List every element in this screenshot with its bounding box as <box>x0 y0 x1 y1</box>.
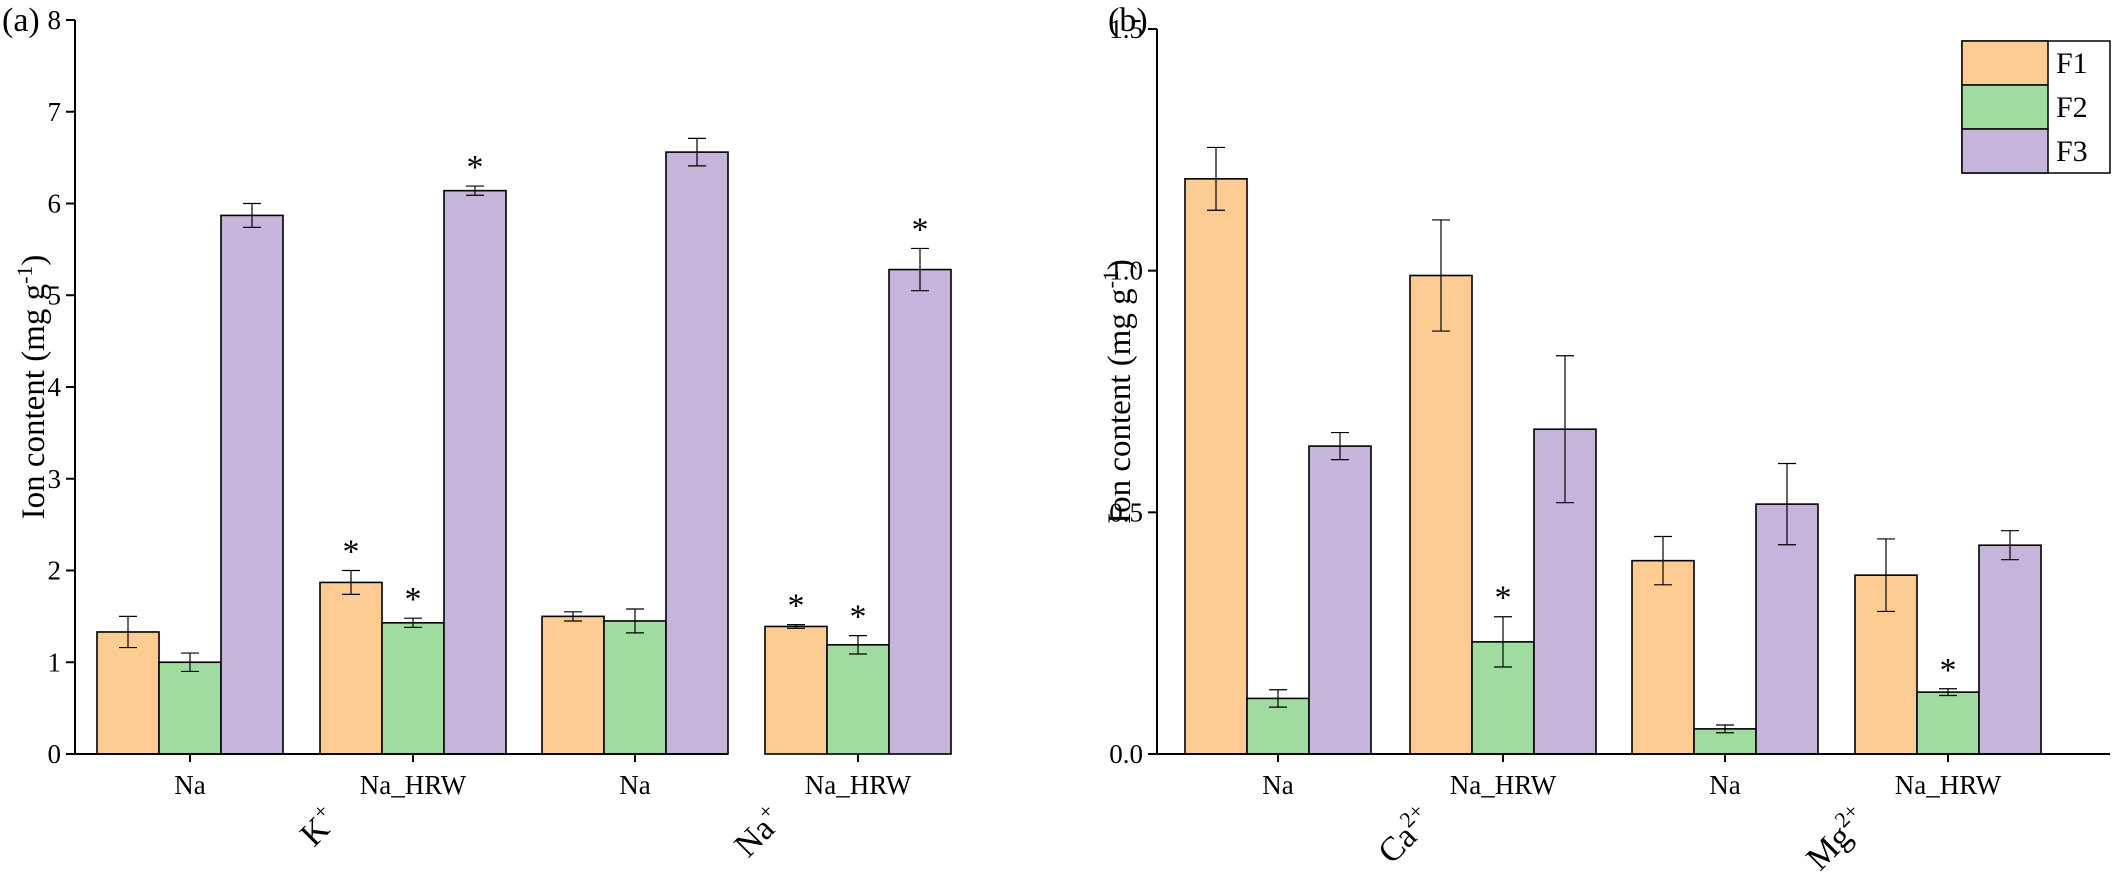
error-bar-f3-4 <box>911 247 929 292</box>
y-tick-label: 1.0 <box>1109 256 1143 286</box>
error-bar-f3-2 <box>1556 355 1574 504</box>
y-tick-label: 4 <box>48 372 62 402</box>
legend-label: F1 <box>2056 47 2088 80</box>
bar-f2-3 <box>603 620 667 755</box>
significance-star: * <box>850 599 867 636</box>
error-bar-f3-4 <box>2001 530 2019 561</box>
panel-label: (a) <box>2 2 40 39</box>
x-tick-label: Na <box>1709 770 1740 800</box>
bar-f2-4 <box>826 644 890 755</box>
error-bar-f1-3 <box>1654 535 1672 586</box>
error-bar-f3-3 <box>688 137 706 167</box>
x-tick-label: Na <box>619 770 650 800</box>
legend-swatch-f2 <box>1961 84 2049 130</box>
legend-swatch-f1 <box>1961 40 2049 86</box>
bar-f2-1 <box>158 661 222 755</box>
error-bar-f2-2 <box>404 617 422 628</box>
error-bar-f2-3 <box>626 608 644 634</box>
y-tick-label: 1 <box>48 647 62 677</box>
y-tick-label: 8 <box>48 5 62 35</box>
chart-panel-a: (a) * * * * * * 0 1 2 3 4 5 6 7 8 Na Na_HRW Na Na_HRW Ion co… <box>2 2 952 865</box>
group-label: K+ <box>290 798 346 854</box>
bar-f3-1 <box>1308 445 1372 755</box>
bar-f3-2 <box>443 189 507 755</box>
x-tick-label: Na_HRW <box>1450 770 1557 800</box>
bar-f3-4 <box>1978 544 2042 755</box>
y-tick-label: 0.0 <box>1109 739 1143 769</box>
error-bar-f3-2 <box>466 185 484 196</box>
y-tick-label: 6 <box>48 189 62 219</box>
significance-star: * <box>1940 652 1957 689</box>
significance-star: * <box>788 588 805 625</box>
error-bar-f3-1 <box>1331 431 1349 461</box>
bar-f1-1 <box>96 631 160 755</box>
x-tick-label: Na_HRW <box>360 770 467 800</box>
significance-star: * <box>405 581 422 618</box>
bar-f1-4 <box>764 625 828 755</box>
bar-f1-2 <box>1409 274 1473 755</box>
error-bar-f1-3 <box>564 611 582 622</box>
error-bar-f1-4 <box>1877 538 1895 613</box>
error-bar-f2-1 <box>1269 689 1287 708</box>
group-label: Na+ <box>724 798 791 865</box>
x-tick-label: Na <box>174 770 205 800</box>
error-bar-f1-2 <box>342 569 360 595</box>
legend-label: F3 <box>2056 135 2088 168</box>
y-tick-label: 7 <box>48 97 62 127</box>
error-bar-f1-1 <box>1207 146 1225 211</box>
error-bar-f3-1 <box>243 202 261 228</box>
significance-star: * <box>912 211 929 248</box>
error-bar-f2-3 <box>1716 724 1734 734</box>
y-tick-label: 2 <box>48 556 62 586</box>
y-tick-label: 3 <box>48 464 62 494</box>
bar-f2-4 <box>1916 691 1980 755</box>
bar-f1-1 <box>1184 178 1248 755</box>
bar-f3-3 <box>1755 503 1819 755</box>
y-axis-label: Ion content (mg g-1) <box>1098 259 1138 524</box>
error-bar-f1-4 <box>787 624 805 629</box>
legend-swatch-f3 <box>1961 128 2049 174</box>
bar-f3-4 <box>888 268 952 755</box>
error-bar-f1-1 <box>119 615 137 649</box>
legend-label: F2 <box>2056 91 2088 124</box>
significance-star: * <box>467 149 484 186</box>
bar-f3-3 <box>665 151 729 755</box>
bar-f2-2 <box>381 621 445 755</box>
x-tick-label: Na <box>1262 770 1293 800</box>
x-tick-label: Na_HRW <box>805 770 912 800</box>
y-tick-label: 1.5 <box>1109 14 1143 44</box>
significance-star: * <box>1495 580 1512 617</box>
error-bar-f2-1 <box>181 652 199 673</box>
bar-f1-2 <box>319 581 383 755</box>
y-tick-label: 0 <box>48 739 62 769</box>
group-label: Mg2+ <box>1796 798 1876 878</box>
x-tick-label: Na_HRW <box>1895 770 2002 800</box>
error-bar-f2-4 <box>849 635 867 655</box>
chart-panel-b: (b) * * 0.0 0.5 1.0 1.5 Na Na_HRW Na Na_HRW Ion con… <box>1098 2 2111 878</box>
error-bar-f1-2 <box>1432 219 1450 332</box>
y-tick-label: 5 <box>48 280 62 310</box>
error-bar-f2-2 <box>1494 616 1512 668</box>
error-bar-f3-3 <box>1778 462 1796 546</box>
significance-star: * <box>343 534 360 571</box>
bar-f3-1 <box>220 214 284 755</box>
y-axis-label: Ion content (mg g-1) <box>12 255 52 520</box>
error-bar-f2-4 <box>1939 688 1957 697</box>
bar-f1-3 <box>541 615 605 755</box>
bar-f1-3 <box>1631 559 1695 755</box>
panel-label: (b) <box>1108 2 1148 39</box>
group-label: Ca2+ <box>1368 798 1441 871</box>
legend: F1 F2 F3 <box>1961 40 2111 174</box>
y-tick-label: 0.5 <box>1109 497 1143 527</box>
